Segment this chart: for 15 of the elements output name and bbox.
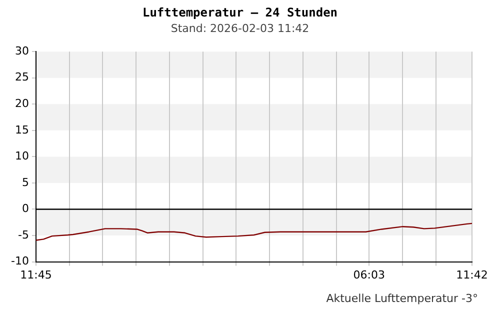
chart-subtitle: Stand: 2026-02-03 11:42 [170, 22, 310, 35]
text: Aktuelle Lufttemperatur -3° [326, 292, 478, 305]
y-tick-label: 20 [14, 97, 29, 110]
y-tick-label: -10 [11, 254, 29, 268]
y-tick-label: 10 [14, 150, 29, 163]
x-tick-label: 11:45 [20, 268, 52, 282]
y-tick-label: 30 [14, 44, 29, 58]
x-tick-label: 11:42 [456, 268, 488, 282]
chart-title: Lufttemperatur – 24 Stunden [142, 5, 338, 20]
x-tick-label: 06:03 [353, 268, 385, 282]
y-tick-label: 0 [22, 202, 29, 216]
y-tick-label: 15 [14, 123, 29, 136]
y-tick-label: 5 [22, 176, 29, 189]
y-tick-label: 25 [14, 70, 29, 84]
y-tick-label: -5 [18, 228, 29, 242]
